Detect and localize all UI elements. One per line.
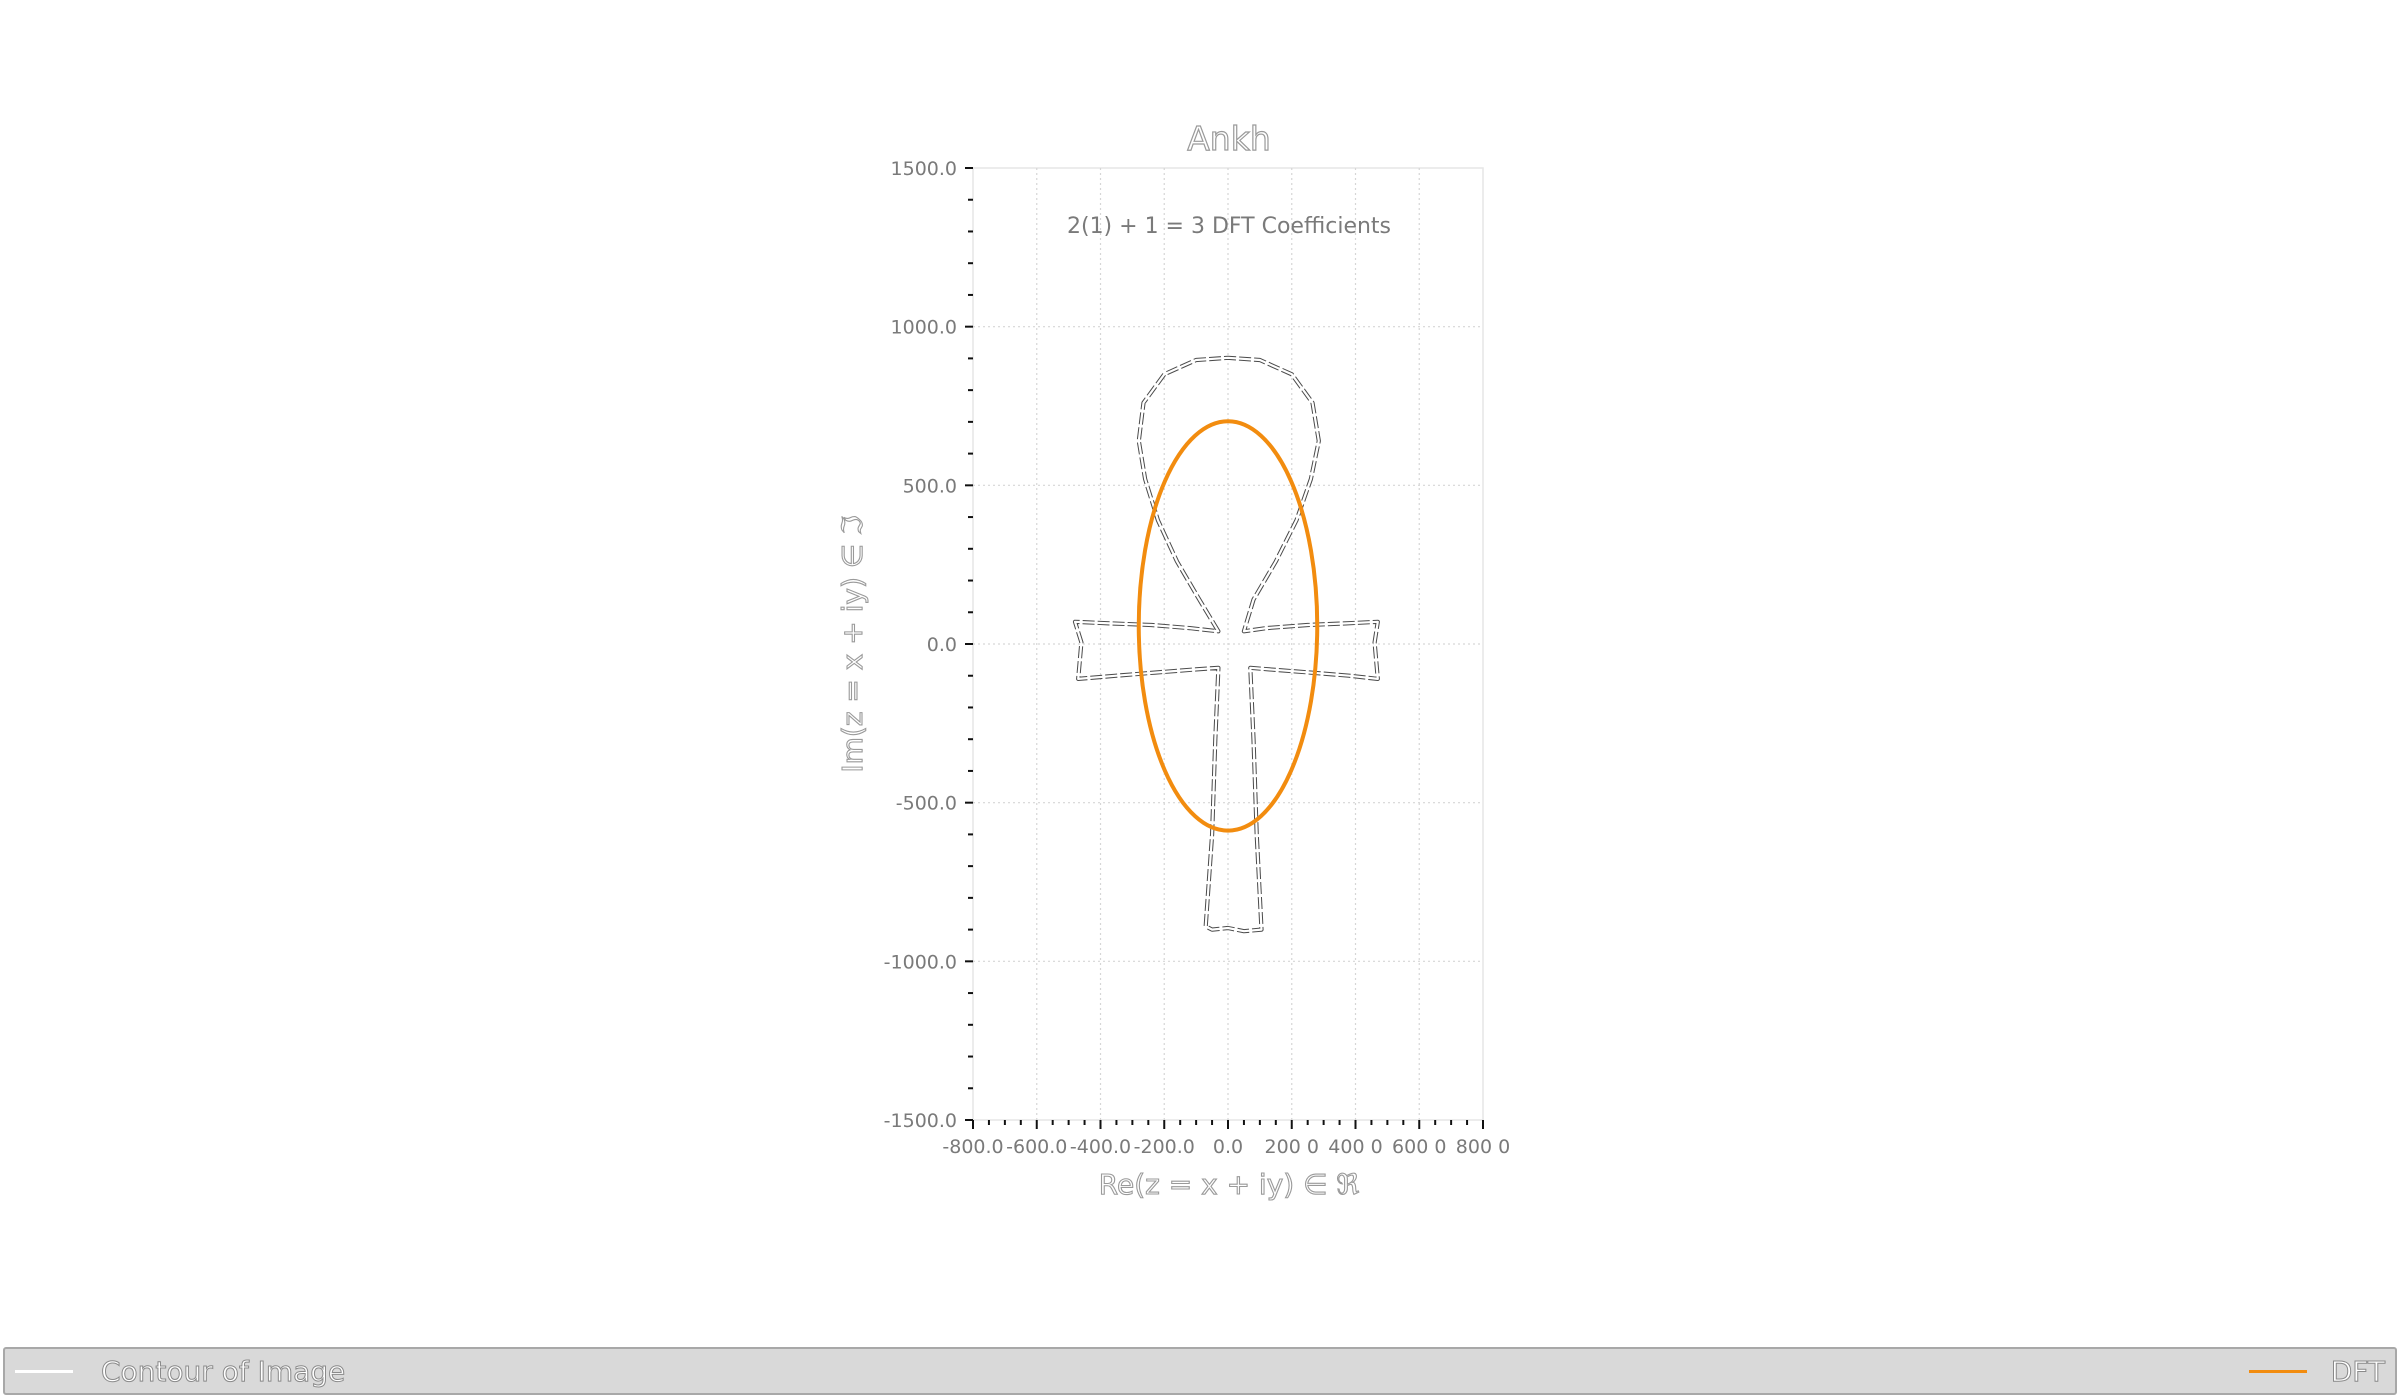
series-dft-ellipse	[1136, 419, 1320, 833]
y-tick-label: 1500.0	[891, 158, 957, 180]
y-tick-label: 500.0	[903, 475, 957, 497]
x-tick-label: 400 0	[1328, 1136, 1382, 1158]
y-tick-label: 1000.0	[891, 317, 957, 339]
x-tick-label: 200 0	[1265, 1136, 1319, 1158]
axes: 1500.0 1000.0 500.0 0.0 -500.0 -1000.0 -1500.0…	[884, 158, 1511, 1158]
y-tick-label: -1000.0	[884, 951, 957, 973]
y-tick-label: -500.0	[896, 793, 957, 815]
legend-label-contour: Contour of Image	[100, 1354, 346, 1388]
x-axis-label: Re(z = x + iy) ∈ ℜ	[1099, 1168, 1360, 1201]
x-tick-label: -600.0	[1006, 1136, 1067, 1158]
x-tick-label: -400.0	[1070, 1136, 1131, 1158]
chart-title: Ankh	[1187, 119, 1271, 158]
legend: Contour of Image DFT	[3, 1347, 2397, 1395]
x-tick-label: -800.0	[942, 1136, 1003, 1158]
y-tick-label: 0.0	[927, 634, 957, 656]
legend-swatch-dft	[2248, 1369, 2307, 1373]
x-tick-label: -200.0	[1134, 1136, 1195, 1158]
series-contour-line	[1073, 356, 1379, 933]
legend-swatch-contour	[15, 1369, 73, 1373]
legend-item-dft[interactable]: DFT	[2248, 1349, 2386, 1393]
y-axis-label: Im(z = x + iy) ∈ ℑ	[836, 515, 869, 772]
dft-annotation: 2(1) + 1 = 3 DFT Coefficients	[1067, 214, 1391, 239]
legend-item-contour[interactable]: Contour of Image	[15, 1349, 346, 1393]
grid-lines	[973, 168, 1483, 1120]
x-tick-label: 0.0	[1213, 1136, 1243, 1158]
x-tick-label: 600 0	[1392, 1136, 1446, 1158]
y-tick-label: -1500.0	[884, 1110, 957, 1132]
series-layer	[1072, 355, 1380, 934]
legend-label-dft: DFT	[2330, 1354, 2385, 1388]
x-tick-label: 800 0	[1456, 1136, 1510, 1158]
